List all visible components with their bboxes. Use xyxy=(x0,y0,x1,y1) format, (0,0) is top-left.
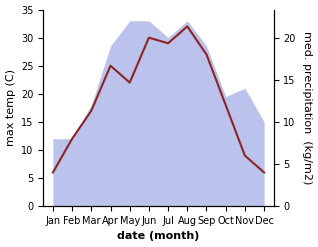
X-axis label: date (month): date (month) xyxy=(117,231,200,242)
Y-axis label: max temp (C): max temp (C) xyxy=(5,69,16,146)
Y-axis label: med. precipitation  (kg/m2): med. precipitation (kg/m2) xyxy=(302,31,313,185)
